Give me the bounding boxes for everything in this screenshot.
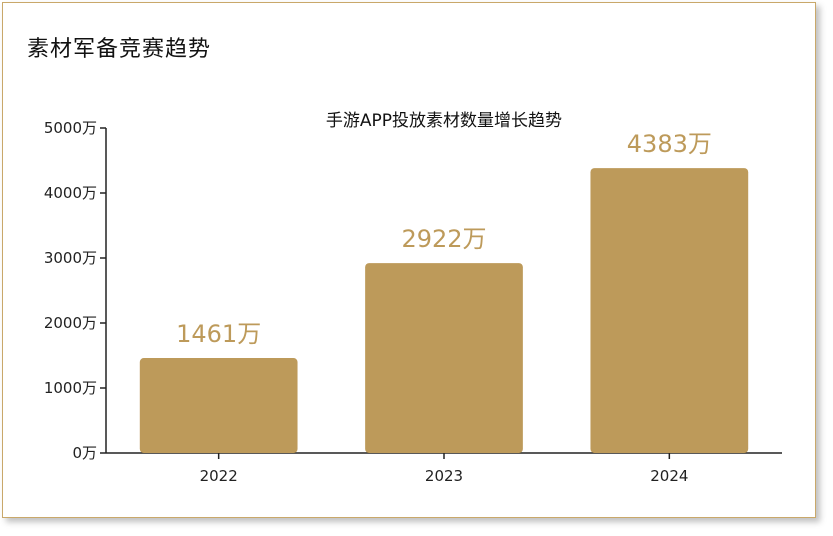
chart-title: 手游APP投放素材数量增长趋势 [326,111,562,131]
data-label: 4383万 [627,130,712,158]
bar-2022 [139,358,298,453]
data-label: 1461万 [176,320,261,348]
data-label: 2922万 [401,225,486,253]
y-tick-label: 2000万 [44,314,97,332]
x-tick-label: 2023 [425,467,463,485]
y-tick-label: 0万 [72,444,97,462]
page-title: 素材军备竞赛趋势 [27,37,212,62]
y-tick-label: 3000万 [44,249,97,267]
y-tick-label: 1000万 [44,379,97,397]
bar-2023 [365,263,523,453]
y-tick-label: 5000万 [44,119,97,137]
bar-2024 [590,168,749,454]
x-tick-label: 2022 [200,467,238,485]
y-tick-label: 4000万 [44,184,97,202]
x-tick-label: 2024 [650,467,688,485]
